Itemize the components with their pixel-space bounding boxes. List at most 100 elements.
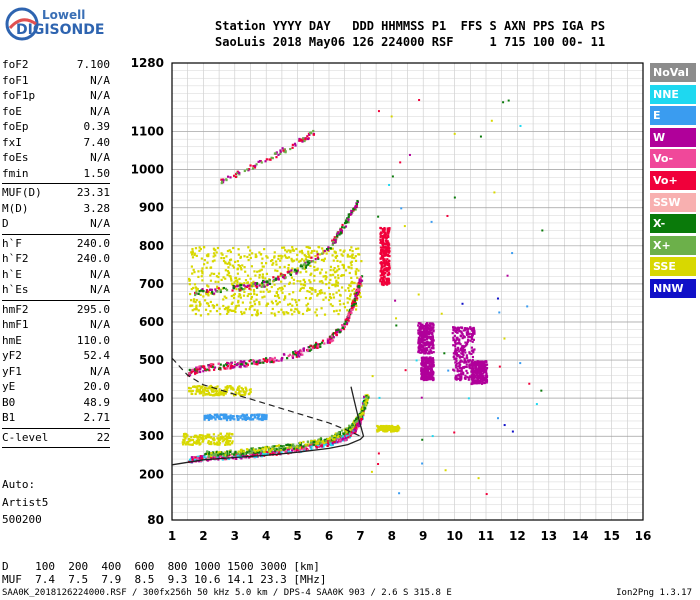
spread-f-dot [452, 328, 455, 332]
trace-f-dot [345, 434, 348, 438]
es-band-dot [288, 293, 291, 296]
spread-f-dot [461, 360, 464, 363]
spread-f-dot [456, 354, 459, 358]
spread-f-dot [482, 369, 485, 373]
es-band-dot [201, 436, 204, 439]
es-band-dot [229, 414, 232, 417]
spread-f-dot [470, 362, 473, 365]
es-band-dot [350, 276, 353, 280]
es-band-dot [274, 294, 277, 298]
trace-x-dot [366, 398, 369, 401]
spread-f-dot [484, 376, 488, 380]
trace-multihop-dot [219, 363, 222, 366]
spread-f-dot [424, 331, 427, 334]
param-value: 1.50 [83, 166, 111, 180]
spread-f-dot [455, 329, 459, 332]
es-band-dot [207, 253, 210, 256]
trace-x-dot [315, 442, 318, 445]
param-row-hme: hmE 110.0 [2, 334, 110, 350]
es-band-dot [250, 295, 254, 299]
digisonde-logo: Lowell DIGISONDE [2, 4, 152, 48]
trace-third-dot [283, 274, 287, 277]
trace-fourth-dot [264, 160, 267, 163]
param-value: N/A [90, 151, 110, 164]
es-band-dot [226, 437, 229, 441]
spread-f-dot [429, 359, 433, 362]
es-band-dot [224, 386, 227, 389]
spread-f-dot [386, 278, 389, 281]
es-band-dot [243, 311, 246, 314]
spread-f-dot [477, 365, 481, 369]
spread-f-dot [475, 379, 478, 382]
es-band-dot [294, 307, 297, 311]
trace-multihop-dot [355, 291, 359, 295]
trace-third-dot [299, 263, 303, 267]
spread-f-dot [484, 360, 487, 363]
trace-f-dot [359, 418, 362, 421]
es-band-dot [346, 301, 349, 304]
trace-third-dot [339, 228, 342, 232]
trace-third-dot [211, 292, 214, 295]
es-band-dot [257, 414, 260, 417]
es-band-dot [235, 283, 239, 286]
spread-f-dot [460, 346, 463, 349]
spread-f-dot [385, 281, 388, 284]
trace-fourth-dot [246, 168, 249, 171]
trace-third-dot [237, 288, 241, 291]
trace-multihop-dot [203, 365, 206, 368]
trace-f-dot [271, 451, 274, 454]
es-band-dot [220, 417, 223, 421]
trace-f-dot [331, 443, 334, 446]
spread-f-dot [379, 274, 382, 277]
es-band-dot [216, 286, 219, 290]
param-value: 240.0 [76, 252, 110, 265]
trace-multihop-dot [316, 346, 319, 350]
auto-line3: 500200 [2, 513, 42, 526]
es-band-dot [251, 418, 255, 421]
spread-f-dot [454, 377, 457, 380]
trace-x-dot [207, 455, 211, 458]
param-name: hmF2 [2, 302, 29, 316]
noise-dot [440, 312, 443, 315]
es-band-dot [206, 302, 210, 305]
trace-third-dot [246, 284, 250, 287]
spread-f-dot [470, 332, 474, 336]
trace-third-dot [248, 287, 251, 290]
es-band-dot [227, 305, 230, 308]
trace-third-dot [334, 241, 337, 244]
trace-x-dot [328, 440, 331, 443]
trace-third-dot [310, 256, 313, 259]
es-band-dot [351, 289, 354, 292]
spread-f-dot [421, 351, 425, 354]
trace-multihop-dot [266, 358, 269, 361]
es-band-dot [202, 440, 205, 443]
spread-f-dot [472, 349, 475, 353]
spread-f-dot [480, 380, 483, 383]
es-band-dot [329, 265, 333, 268]
trace-x-dot [336, 432, 339, 435]
param-row-hmf1: hmF1 N/A [2, 318, 110, 334]
es-band-dot [308, 308, 311, 311]
es-band-dot [244, 390, 247, 394]
trace-multihop-dot [235, 363, 238, 366]
x-tick-label: 9 [419, 529, 427, 543]
spread-f-dot [419, 337, 423, 340]
spread-f-dot [420, 368, 424, 372]
trace-f-dot [266, 451, 269, 454]
trace-x-dot [365, 399, 368, 402]
spread-f-dot [383, 253, 387, 256]
trace-x-dot [288, 444, 292, 447]
es-band-dot [294, 298, 297, 302]
spread-f-dot [455, 353, 458, 356]
trace-third-dot [217, 287, 220, 290]
spread-f-dot [429, 324, 432, 327]
noise-dot [541, 229, 544, 232]
spread-f-dot [477, 360, 480, 363]
spread-f-dot [424, 326, 427, 329]
trace-x-dot [251, 447, 255, 450]
trace-x-dot [204, 452, 208, 455]
param-name: B0 [2, 395, 16, 409]
es-band-dot [216, 246, 220, 250]
trace-third-dot [333, 236, 336, 239]
spread-f-dot [472, 338, 475, 341]
